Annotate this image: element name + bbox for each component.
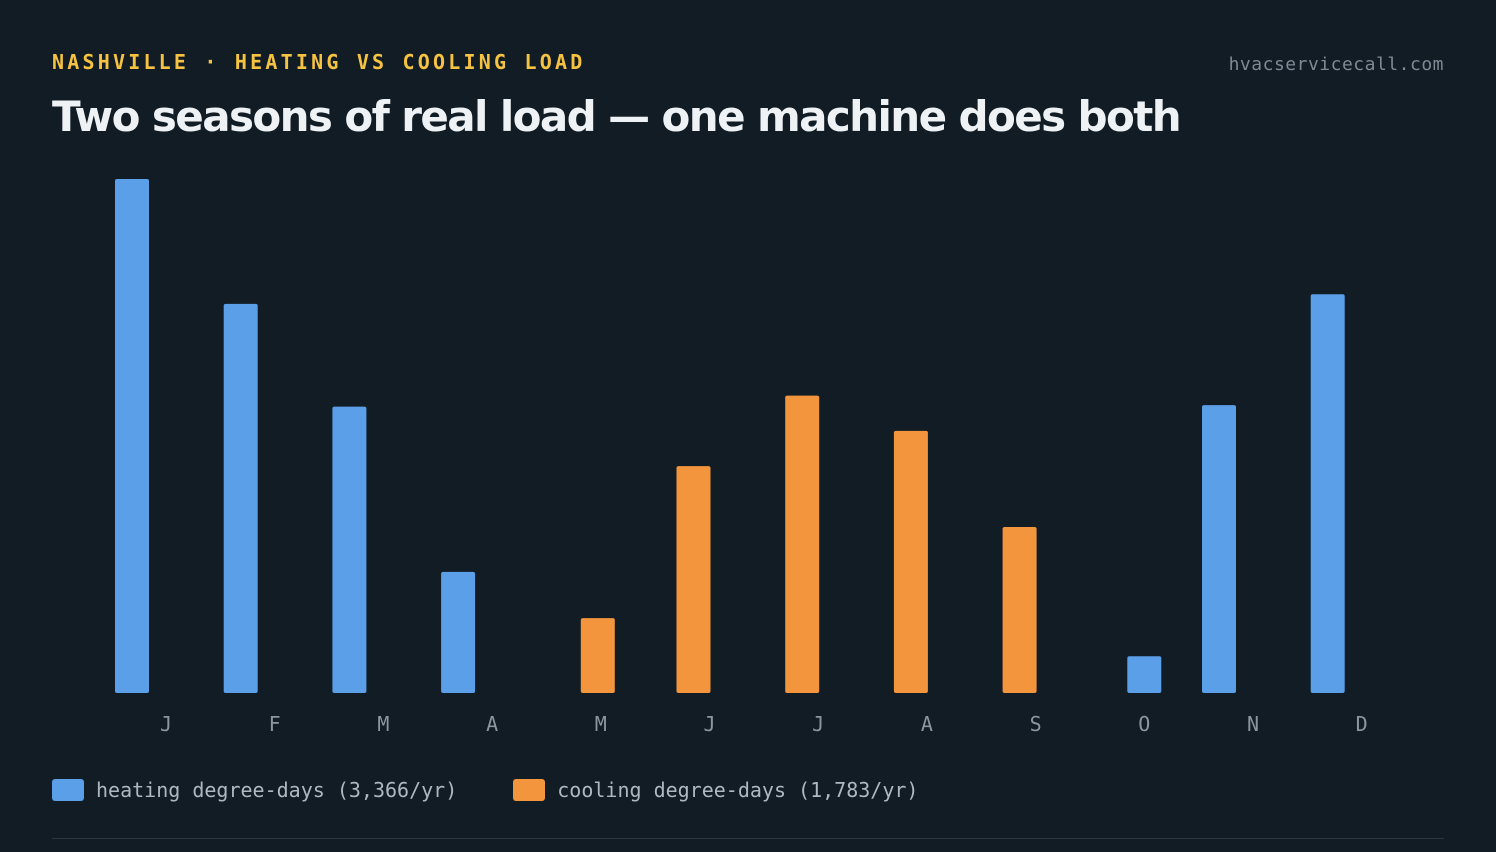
chart-title: Two seasons of real load — one machine d…: [52, 92, 1182, 141]
legend-label-cooling: cooling degree-days (1,783/yr): [557, 778, 919, 802]
bar-cooling-8: [893, 430, 928, 693]
x-tick-label: D: [1356, 712, 1368, 736]
bar-cooling-5: [580, 618, 615, 693]
legend-item-heating: heating degree-days (3,366/yr): [52, 778, 457, 802]
legend-swatch-heating: [52, 779, 84, 801]
bar-heating-4: [441, 571, 476, 693]
bar-heating-10: [1127, 656, 1162, 693]
chart-legend: heating degree-days (3,366/yr) cooling d…: [52, 778, 974, 802]
legend-label-heating: heating degree-days (3,366/yr): [96, 778, 458, 802]
bar-heating-3: [332, 406, 367, 693]
bar-heating-11: [1202, 405, 1236, 693]
chart-eyebrow: NASHVILLE · HEATING VS COOLING LOAD: [52, 50, 586, 74]
bar-cooling-9: [1002, 527, 1037, 693]
bar-heating-2: [223, 303, 258, 693]
x-tick-label: S: [1030, 712, 1042, 736]
x-tick-label: F: [269, 712, 281, 736]
x-tick-label: A: [921, 712, 933, 736]
bar-heating-12: [1310, 294, 1345, 693]
x-tick-label: A: [486, 712, 498, 736]
x-tick-label: J: [160, 712, 172, 736]
x-tick-label: J: [812, 712, 824, 736]
legend-swatch-cooling: [513, 779, 546, 801]
site-url: hvacservicecall.com: [1228, 54, 1444, 75]
x-tick-label: O: [1138, 712, 1150, 736]
bar-cooling-7: [785, 395, 820, 693]
x-tick-label: J: [703, 712, 715, 736]
bottom-divider: [52, 838, 1444, 839]
x-tick-label: N: [1247, 712, 1259, 736]
x-tick-label: M: [595, 712, 607, 736]
bar-heating-1: [115, 179, 149, 693]
bar-cooling-6: [676, 466, 711, 693]
legend-item-cooling: cooling degree-days (1,783/yr): [513, 778, 918, 802]
x-tick-label: M: [377, 712, 389, 736]
